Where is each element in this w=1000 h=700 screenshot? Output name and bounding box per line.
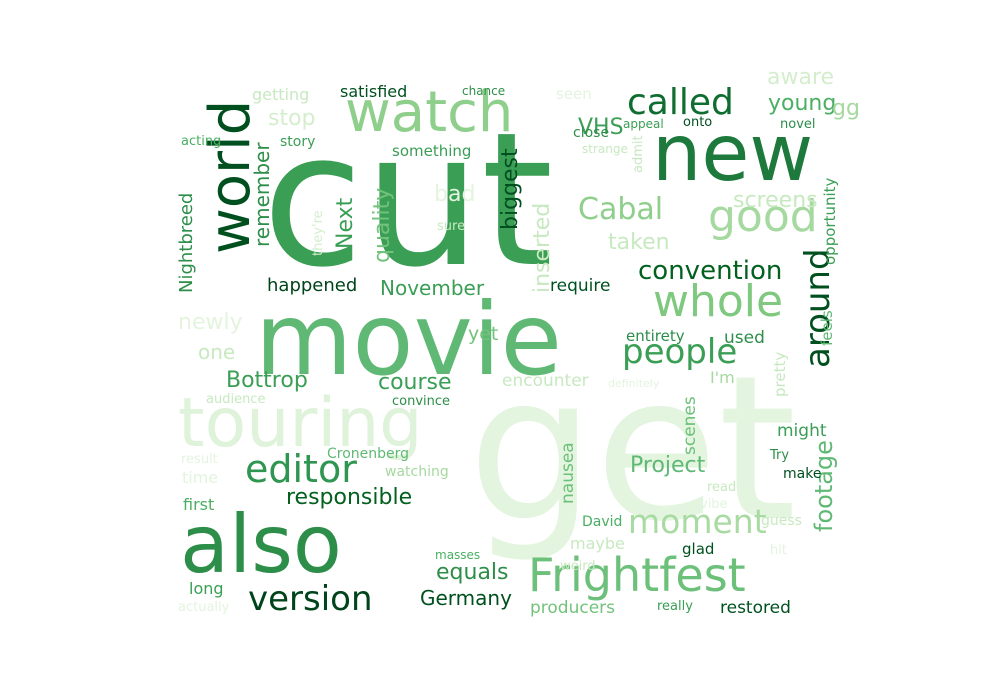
- word-audience: audience: [206, 392, 266, 407]
- word-might: might: [777, 421, 827, 441]
- word-vibe: vibe: [700, 497, 728, 512]
- word-people: people: [622, 332, 738, 372]
- word-acting: acting: [181, 134, 222, 149]
- word-hit: hit: [770, 543, 787, 558]
- word-also: also: [180, 498, 342, 591]
- word-project: Project: [630, 453, 706, 478]
- word-theyre: they're: [311, 210, 326, 256]
- word-screens: screens: [733, 188, 818, 213]
- word-restored: restored: [720, 598, 791, 618]
- word-close: close: [573, 125, 610, 141]
- word-try: Try: [770, 448, 790, 463]
- word-moment: moment: [628, 502, 767, 541]
- word-maybe: maybe: [570, 534, 625, 553]
- word-vhs: VHS: [578, 115, 624, 140]
- word-next: Next: [333, 197, 358, 249]
- word-around: around: [798, 248, 838, 368]
- word-course: course: [378, 370, 452, 395]
- word-appeal: appeal: [623, 117, 664, 131]
- word-admit: admit: [631, 135, 646, 173]
- word-getting: getting: [252, 85, 310, 104]
- word-watching: watching: [385, 464, 449, 480]
- word-guess: guess: [761, 513, 802, 529]
- word-satisfied: satisfied: [340, 82, 408, 101]
- word-masses: masses: [435, 548, 481, 562]
- word-really: really: [657, 599, 693, 614]
- word-stop: stop: [268, 106, 316, 131]
- word-taken: taken: [608, 230, 670, 255]
- word-encounter: encounter: [502, 371, 589, 391]
- word-convince: convince: [392, 394, 451, 409]
- word-first: first: [183, 495, 215, 514]
- word-responsible: responsible: [286, 485, 413, 510]
- word-sure: sure: [437, 219, 466, 234]
- word-quality: quality: [370, 187, 395, 263]
- word-make: make: [783, 466, 822, 482]
- word-editor: editor: [245, 447, 357, 491]
- word-biggest: biggest: [498, 148, 523, 230]
- word-result: result: [181, 452, 218, 467]
- word-frightfest: Frightfest: [528, 548, 746, 602]
- word-germany: Germany: [420, 586, 512, 610]
- word-gg: gg: [832, 96, 860, 121]
- word-new: new: [652, 109, 814, 199]
- word-whole: whole: [653, 276, 784, 327]
- word-feels: feels: [818, 310, 836, 346]
- word-strange: strange: [582, 142, 628, 156]
- word-get: get: [468, 333, 797, 566]
- word-producers: producers: [530, 598, 616, 618]
- word-watch: watch: [345, 80, 514, 145]
- word-opportunity: opportunity: [821, 177, 839, 265]
- word-aware: aware: [767, 65, 835, 90]
- word-one: one: [198, 340, 236, 364]
- word-good: good: [708, 191, 818, 242]
- word-yet: yet: [468, 323, 499, 345]
- word-im: I'm: [710, 368, 735, 387]
- word-cabal: Cabal: [578, 192, 664, 227]
- word-nightbreed: Nightbreed: [176, 192, 197, 293]
- word-seen: seen: [556, 85, 592, 103]
- word-novel: novel: [780, 117, 816, 132]
- word-used: used: [724, 328, 765, 348]
- word-definitely: definitely: [608, 377, 660, 390]
- word-newly: newly: [178, 310, 243, 335]
- word-version: version: [248, 579, 373, 619]
- word-pretty: pretty: [771, 351, 789, 397]
- word-young: young: [768, 91, 837, 116]
- word-scenes: scenes: [680, 396, 700, 455]
- word-touring: touring: [178, 384, 423, 463]
- word-nausea: nausea: [558, 442, 578, 504]
- word-weird: weird: [560, 559, 596, 574]
- word-read: read: [707, 480, 737, 495]
- word-chance: chance: [462, 84, 506, 98]
- word-glad: glad: [682, 540, 715, 558]
- word-onto: onto: [683, 115, 713, 130]
- word-actually: actually: [178, 600, 230, 615]
- word-require: require: [550, 276, 611, 296]
- word-story: story: [280, 134, 316, 150]
- word-time: time: [182, 468, 219, 487]
- word-remember: remember: [250, 142, 274, 247]
- word-movie: movie: [255, 281, 563, 398]
- word-convention: convention: [638, 256, 783, 286]
- word-equals: equals: [436, 560, 509, 585]
- word-november: November: [380, 276, 485, 300]
- word-cronenberg: Cronenberg: [327, 446, 410, 462]
- word-cut: cut: [262, 92, 554, 308]
- word-called: called: [627, 82, 734, 123]
- word-bottrop: Bottrop: [226, 368, 308, 393]
- word-long: long: [189, 579, 224, 598]
- word-happened: happened: [267, 275, 358, 296]
- word-footage: footage: [810, 440, 838, 532]
- word-david: David: [582, 514, 623, 530]
- word-entirety: entirety: [626, 327, 685, 345]
- word-bad: bad: [434, 182, 476, 207]
- word-something: something: [392, 142, 472, 160]
